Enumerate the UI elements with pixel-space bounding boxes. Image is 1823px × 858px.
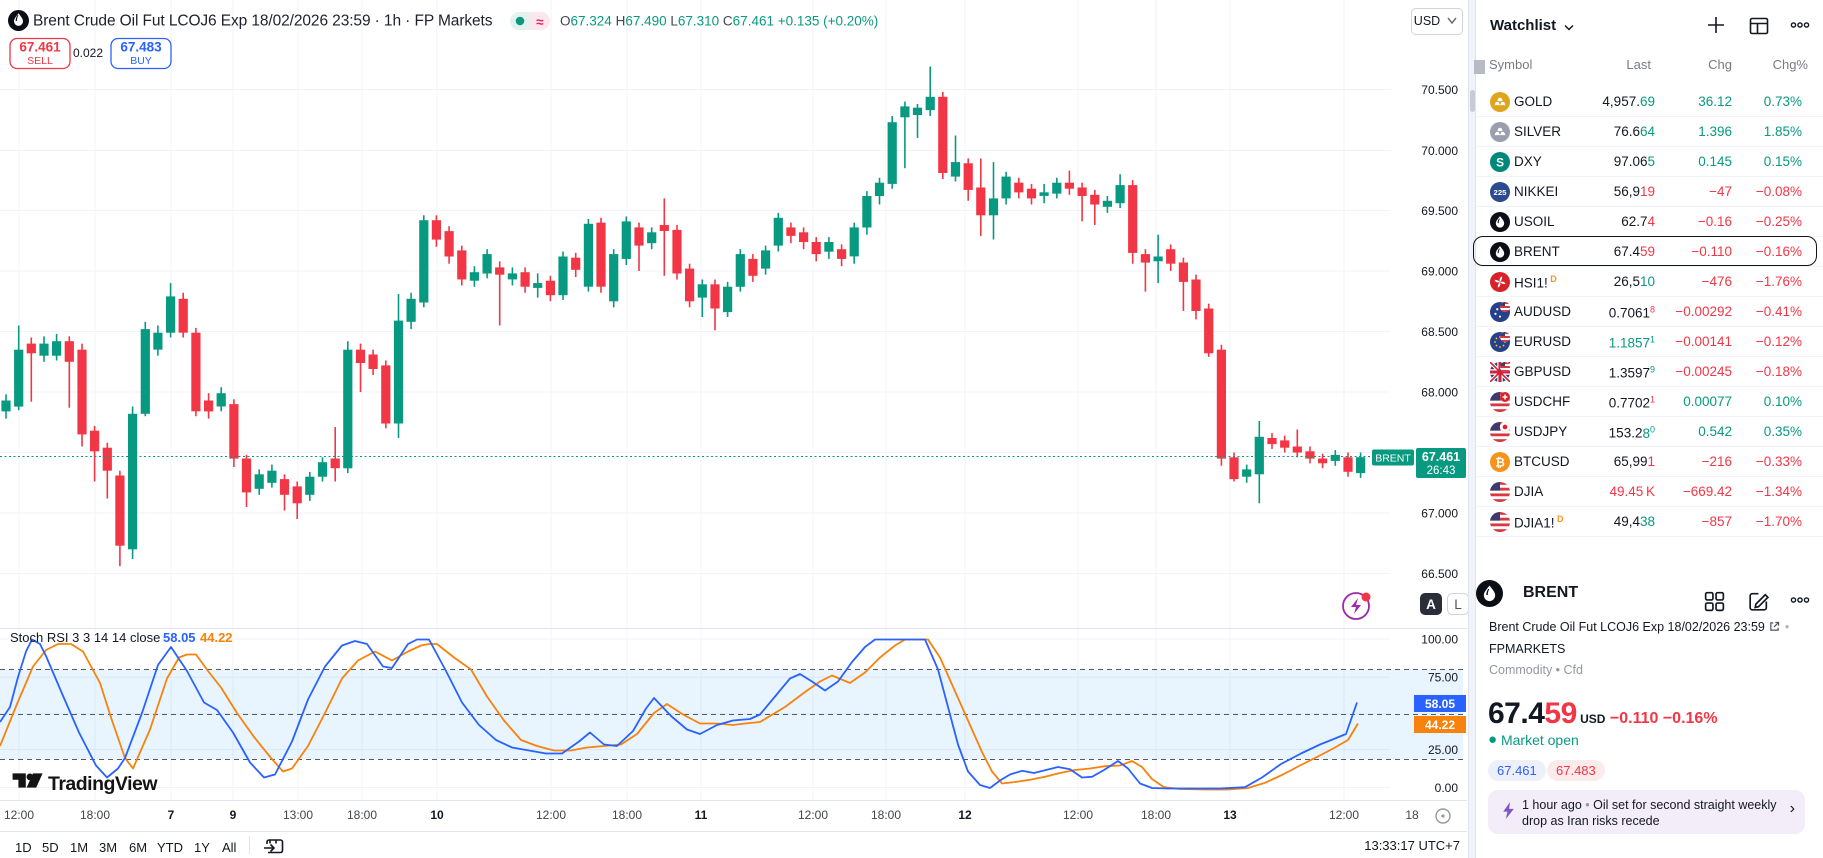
svg-text:0.022: 0.022: [73, 46, 103, 60]
svg-text:YTD: YTD: [157, 840, 183, 855]
svg-text:44.22: 44.22: [200, 630, 233, 645]
svg-text:18:00: 18:00: [347, 808, 377, 822]
svg-text:BUY: BUY: [130, 55, 152, 67]
svg-text:18:00: 18:00: [80, 808, 110, 822]
svg-text:6M: 6M: [129, 840, 147, 855]
svg-text:USD: USD: [1414, 14, 1440, 28]
svg-text:67.483: 67.483: [120, 40, 162, 55]
svg-text:44.22: 44.22: [1425, 718, 1455, 732]
svg-text:67.461: 67.461: [19, 40, 61, 55]
svg-text:68.000: 68.000: [1421, 386, 1458, 400]
svg-text:225: 225: [1494, 188, 1508, 197]
svg-text:L: L: [1454, 597, 1462, 612]
svg-text:1M: 1M: [70, 840, 88, 855]
svg-text:67.000: 67.000: [1421, 507, 1458, 521]
svg-text:58.05: 58.05: [1425, 697, 1455, 711]
svg-text:S: S: [1496, 156, 1504, 170]
svg-text:12: 12: [958, 808, 972, 822]
svg-text:BRENT: BRENT: [1375, 453, 1411, 465]
svg-text:18: 18: [1405, 808, 1419, 822]
svg-text:9: 9: [230, 808, 237, 822]
svg-text:7: 7: [168, 808, 175, 822]
svg-text:18:00: 18:00: [1141, 808, 1171, 822]
svg-text:0.00: 0.00: [1435, 781, 1459, 795]
svg-text:69.500: 69.500: [1421, 204, 1458, 218]
svg-text:58.05: 58.05: [163, 630, 196, 645]
svg-text:18:00: 18:00: [612, 808, 642, 822]
svg-text:Stoch RSI 3 3 14 14 close: Stoch RSI 3 3 14 14 close: [10, 630, 160, 645]
svg-text:67.461: 67.461: [1422, 450, 1460, 464]
svg-text:12:00: 12:00: [798, 808, 828, 822]
svg-text:12:00: 12:00: [536, 808, 566, 822]
svg-text:12:00: 12:00: [1329, 808, 1359, 822]
svg-text:25.00: 25.00: [1428, 743, 1458, 757]
svg-text:69.000: 69.000: [1421, 265, 1458, 279]
svg-text:≈: ≈: [536, 15, 544, 30]
svg-text:10: 10: [430, 808, 444, 822]
svg-text:O67.324 H67.490 L67.310 C67.46: O67.324 H67.490 L67.310 C67.461 +0.135 (…: [560, 14, 878, 29]
svg-text:66.500: 66.500: [1421, 567, 1458, 581]
svg-text:70.000: 70.000: [1421, 144, 1458, 158]
svg-text:70.500: 70.500: [1421, 83, 1458, 97]
svg-text:All: All: [222, 840, 237, 855]
svg-text:11: 11: [695, 808, 708, 822]
svg-text:1D: 1D: [15, 840, 32, 855]
svg-text:5D: 5D: [42, 840, 59, 855]
svg-text:₿: ₿: [1495, 456, 1505, 470]
svg-text:26:43: 26:43: [1427, 465, 1456, 477]
svg-text:1Y: 1Y: [194, 840, 210, 855]
svg-text:12:00: 12:00: [4, 808, 34, 822]
svg-text:13: 13: [1223, 808, 1237, 822]
svg-text:75.00: 75.00: [1428, 671, 1458, 685]
svg-text:TradingView: TradingView: [48, 773, 158, 795]
svg-text:18:00: 18:00: [871, 808, 901, 822]
svg-text:Brent Crude Oil Fut LCOJ6 Exp: Brent Crude Oil Fut LCOJ6 Exp 18/02/2026…: [33, 13, 493, 30]
svg-text:3M: 3M: [99, 840, 117, 855]
svg-text:A: A: [1426, 597, 1436, 612]
svg-text:13:00: 13:00: [283, 808, 313, 822]
svg-text:68.500: 68.500: [1421, 325, 1458, 339]
svg-text:SELL: SELL: [27, 55, 53, 67]
svg-text:12:00: 12:00: [1063, 808, 1093, 822]
svg-text:100.00: 100.00: [1421, 633, 1458, 647]
svg-text:13:33:17 UTC+7: 13:33:17 UTC+7: [1364, 838, 1460, 853]
